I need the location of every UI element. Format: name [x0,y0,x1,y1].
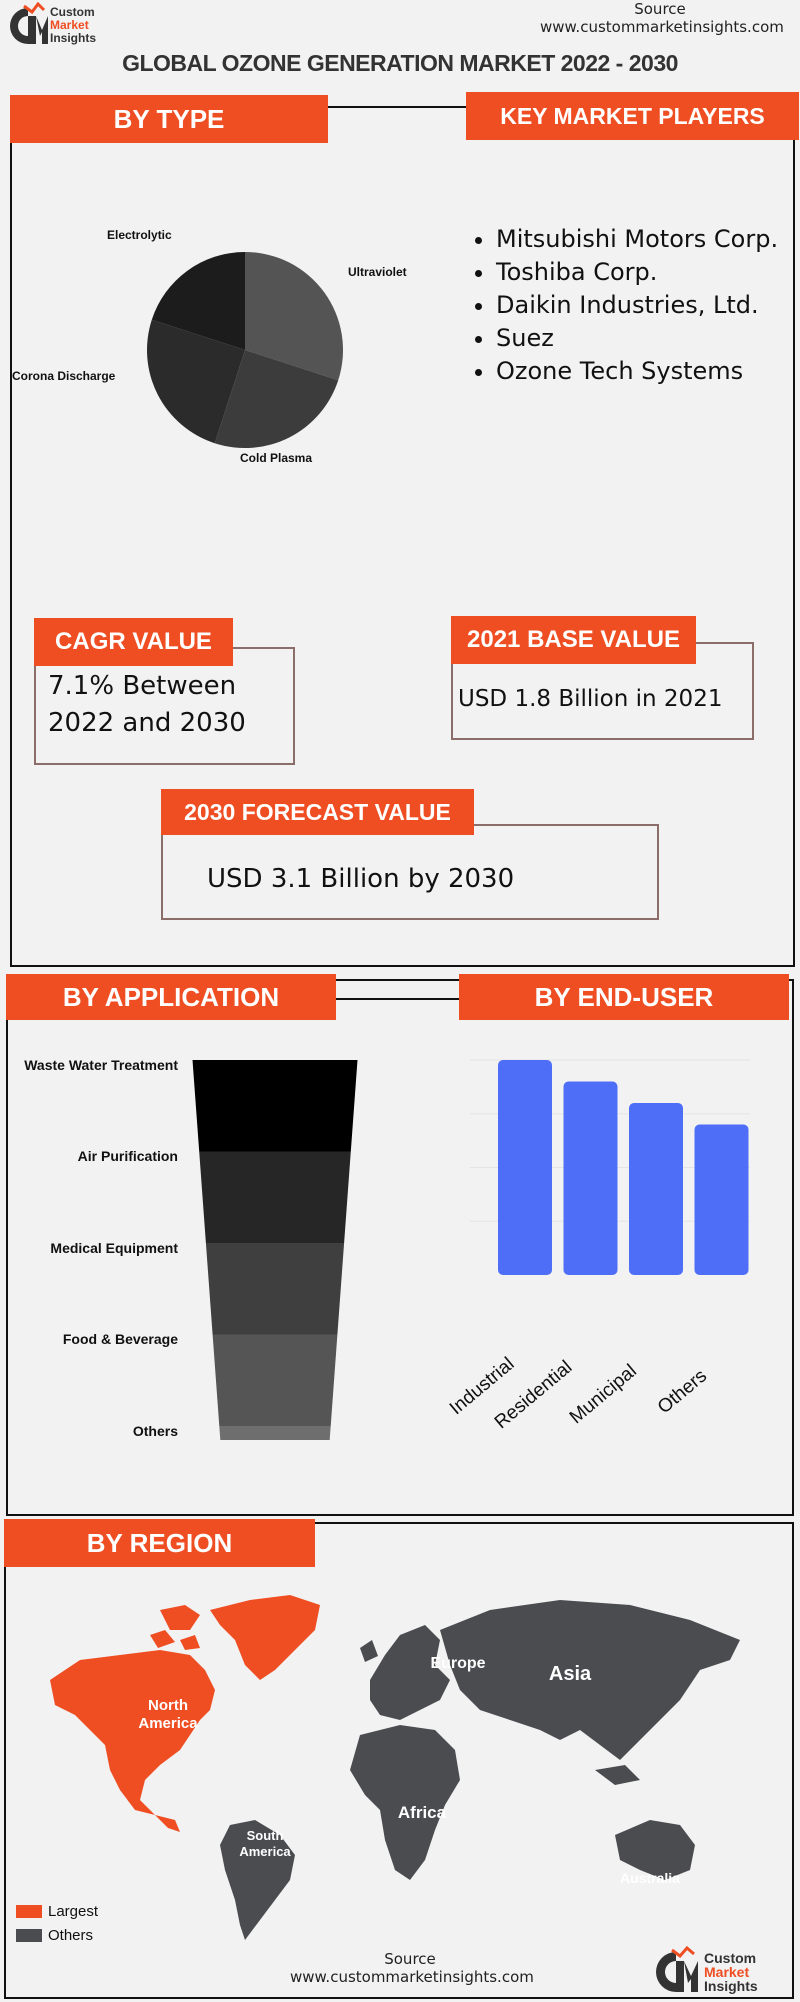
key-players-heading: KEY MARKET PLAYERS [466,92,799,140]
pie-label-corona-discharge: Corona Discharge [12,369,116,383]
funnel-label: Air Purification [77,1148,178,1164]
map-label-south-america: South America [239,1828,291,1859]
cagr-line-1: 7.1% Between [48,671,237,701]
player-item: Suez [496,322,800,355]
legend-label: Largest [48,1902,99,1920]
application-funnel-chart [192,1060,358,1440]
player-item: Ozone Tech Systems [496,355,800,388]
bar-residential [563,1081,618,1275]
bar-others [694,1124,749,1275]
connector-line-2 [335,998,459,1000]
funnel-label: Medical Equipment [50,1240,178,1256]
funnel-segment [199,1151,351,1243]
forecast-box [161,824,659,920]
header-source: Source www.custommarketinsights.com [540,0,784,36]
pie-label-cold-plasma: Cold Plasma [240,451,313,465]
asia-region [440,1600,740,1760]
world-map: North America South America Europe Asia Af… [50,1595,740,1940]
source-url[interactable]: www.custommarketinsights.com [540,18,784,36]
cagr-value: 7.1% Between 2022 and 2030 [48,668,246,742]
south-america-region [220,1820,295,1940]
map-legend: Largest Others [16,1899,98,1947]
bar-industrial [498,1060,552,1275]
end-user-bar-chart [470,1059,750,1275]
player-item: Toshiba Corp. [496,256,800,289]
logo-text-2: Market [50,18,89,32]
by-region-heading: BY REGION [4,1519,315,1567]
legend-label: Others [48,1926,94,1944]
by-end-user-heading: BY END-USER [459,974,789,1020]
map-label-asia: Asia [549,1663,592,1685]
region-panel [4,1522,794,1999]
cagr-line-2: 2022 and 2030 [48,708,246,738]
by-application-heading: BY APPLICATION [6,974,336,1020]
footer-logo-text-1: Custom [704,1950,757,1966]
pie-slice-ultraviolet [245,252,343,381]
funnel-segment [212,1334,338,1426]
funnel-label: Waste Water Treatment [24,1057,178,1073]
map-label-north-america: North America [138,1697,198,1732]
pie-slice-corona-discharge [146,319,245,444]
footer-logo-text-3: Insights [704,1978,758,1994]
type-pie-chart [146,252,343,448]
player-item: Daikin Industries, Ltd. [496,289,800,322]
north-america-region [50,1595,320,1832]
map-label-africa: Africa [398,1803,447,1822]
base-value-text: USD 1.8 Billion in 2021 [458,686,723,712]
legend-swatch [16,1928,42,1942]
source-label: Source [634,0,686,18]
map-label-europe: Europe [430,1655,485,1672]
europe-region [370,1625,450,1720]
footer-logo: Custom Market Insights [650,1945,790,1996]
legend-item-others: Others [16,1923,98,1947]
logo-text-3: Insights [50,31,97,45]
forecast-heading: 2030 FORECAST VALUE [161,789,474,835]
footer-logo-text-2: Market [704,1964,750,1980]
africa-region [350,1725,460,1880]
funnel-segment [205,1243,345,1335]
pie-label-electrolytic: Electrolytic [107,228,172,242]
funnel-label: Others [132,1423,178,1439]
pie-label-ultraviolet: Ultraviolet [348,265,407,279]
logo-mark-icon [656,1945,698,1992]
logo-mark-icon [9,1,48,44]
bar-municipal [629,1103,683,1275]
cagr-heading: CAGR VALUE [34,618,233,666]
by-type-heading: BY TYPE [10,95,328,143]
legend-item-largest: Largest [16,1899,98,1923]
pie-slice-electrolytic [151,252,245,350]
funnel-label: Food & Beverage [62,1331,178,1347]
application-enduser-panel [6,979,794,1516]
footer-source-url[interactable]: www.custommarketinsights.com [290,1968,534,1986]
map-label-australia: Australia [620,1870,680,1886]
footer-source: Source www.custommarketinsights.com [290,1950,534,1986]
forecast-text: USD 3.1 Billion by 2030 [207,864,515,894]
header-logo: Custom Market Insights [4,1,134,50]
page-title: GLOBAL OZONE GENERATION MARKET 2022 - 20… [122,50,678,76]
base-value-heading: 2021 BASE VALUE [451,616,696,664]
footer-source-label: Source [384,1950,436,1968]
legend-swatch [16,1904,42,1918]
player-item: Mitsubishi Motors Corp. [496,223,800,256]
funnel-segment [192,1060,358,1152]
logo-text-1: Custom [50,5,95,19]
key-players-list: Mitsubishi Motors Corp. Toshiba Corp. Da… [470,223,800,388]
funnel-segment [219,1426,331,1440]
pie-slice-cold-plasma [214,350,339,448]
connector-line [326,106,466,108]
australia-region [615,1820,695,1880]
